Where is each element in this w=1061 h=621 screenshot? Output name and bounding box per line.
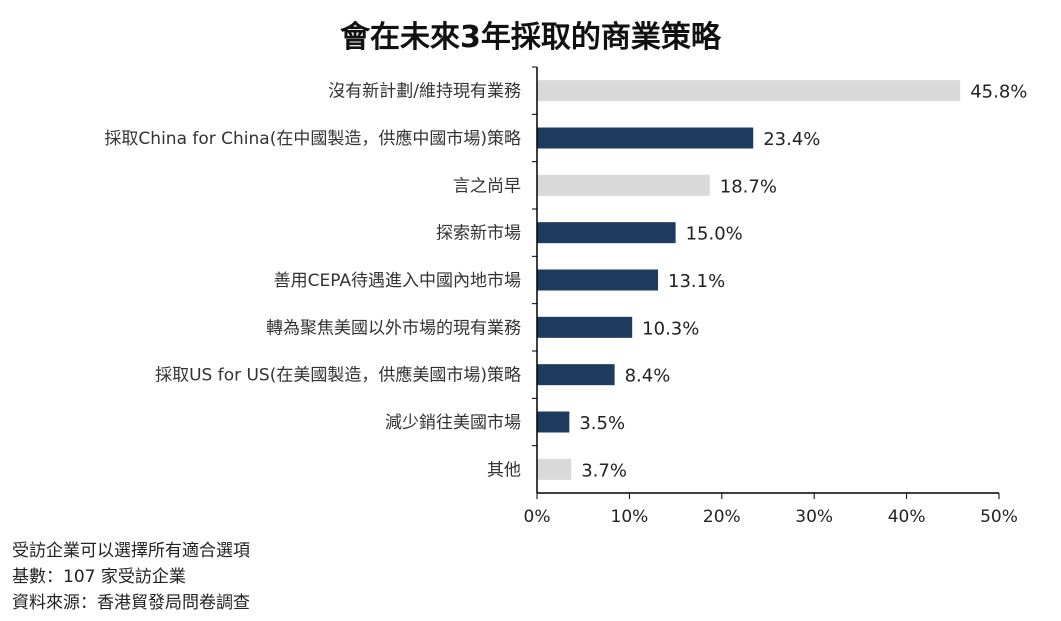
note-source: 資料來源：香港貿發局問卷調查 <box>12 593 250 613</box>
value-label-1: 23.4% <box>763 129 820 150</box>
bar-7 <box>537 411 570 433</box>
x-tick-label-5: 50% <box>980 507 1018 527</box>
x-tick-label-4: 40% <box>888 507 926 527</box>
category-label-8: 其他 <box>487 460 521 480</box>
bar-chart: 沒有新計劃/維持現有業務 45.8% 採取China for China(在中國製造… <box>104 66 1027 527</box>
value-label-8: 3.7% <box>581 460 627 481</box>
note-base: 基數：107 家受訪企業 <box>12 567 186 587</box>
category-label-6: 採取US for US(在美國製造，供應美國市場)策略 <box>155 365 521 386</box>
category-label-2: 言之尚早 <box>453 176 521 196</box>
bar-4 <box>537 269 659 291</box>
bar-3 <box>537 222 676 244</box>
category-label-5: 轉為聚焦美國以外市場的現有業務 <box>266 318 521 338</box>
value-label-4: 13.1% <box>668 271 725 292</box>
bar-0 <box>537 80 961 102</box>
value-label-0: 45.8% <box>970 82 1027 103</box>
category-label-3: 探索新市場 <box>436 224 521 244</box>
value-label-6: 8.4% <box>625 366 671 387</box>
x-tick-label-1: 10% <box>611 507 649 527</box>
bar-6 <box>537 364 615 386</box>
axis-layer: 0% 10% 20% 30% 40% 50% <box>524 66 1018 527</box>
chart-title: 會在未來3年採取的商業策略 <box>340 20 721 55</box>
bar-2 <box>537 174 710 196</box>
category-label-1: 採取China for China(在中國製造，供應中國市場)策略 <box>104 128 521 149</box>
x-tick-label-3: 30% <box>795 507 833 527</box>
value-label-2: 18.7% <box>720 176 777 197</box>
value-label-5: 10.3% <box>642 318 699 339</box>
category-label-4: 善用CEPA待遇進入中國內地市場 <box>274 271 521 291</box>
bar-1 <box>537 127 754 149</box>
x-tick-label-0: 0% <box>524 507 551 527</box>
category-label-7: 減少銷往美國市場 <box>385 413 521 433</box>
x-tick-label-2: 20% <box>703 507 741 527</box>
bar-8 <box>537 458 572 480</box>
category-label-0: 沒有新計劃/維持現有業務 <box>328 82 521 102</box>
value-label-7: 3.5% <box>579 413 625 434</box>
bars-layer: 沒有新計劃/維持現有業務 45.8% 採取China for China(在中國製造… <box>104 80 1027 481</box>
bar-5 <box>537 316 633 338</box>
value-label-3: 15.0% <box>686 224 743 245</box>
note-multiple-choice: 受訪企業可以選擇所有適合選項 <box>12 541 250 561</box>
